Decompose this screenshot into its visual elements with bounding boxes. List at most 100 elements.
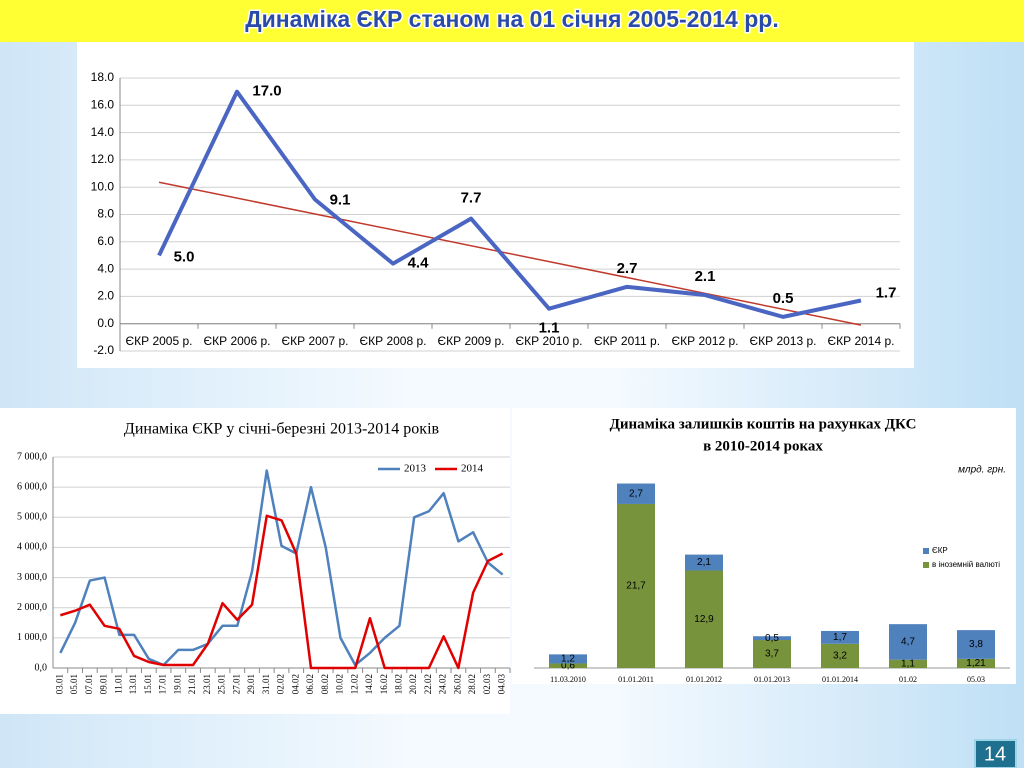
data-label: 17.0 [252,83,281,100]
x-tick-label: 01.01.2011 [618,675,654,684]
bar-segment [753,640,791,668]
x-tick-label: ЄКР 2011 р. [594,334,660,348]
bar-segment [685,570,723,668]
data-label: 3,2 [833,651,847,662]
bar-segment [889,624,927,660]
x-tick-label: 03.01 [54,674,64,694]
chart-panel [0,408,510,714]
trend-line [158,181,862,326]
data-line [60,514,504,670]
bar-segment [821,643,859,668]
bar-segment [957,658,995,668]
y-tick-label: 4 000,0 [17,542,47,553]
data-label: 7.7 [461,190,482,207]
x-tick-label: ЄКР 2010 р. [516,334,583,348]
y-tick-label: 6 000,0 [17,481,47,492]
y-tick-label: 1 000,0 [17,632,47,643]
y-tick-label: 6.0 [97,234,114,248]
y-tick-label: 0,0 [35,662,48,673]
bar-segment [889,659,927,668]
x-tick-label: 01.01.2014 [822,675,858,684]
x-tick-label: ЄКР 2012 р. [672,334,739,348]
bar-segment [821,630,859,644]
x-tick-label: 17.01 [158,674,168,694]
slide-title: Динаміка ЄКР станом на 01 січня 2005-201… [245,6,778,32]
x-tick-label: 07.01 [84,674,94,694]
y-tick-label: 7 000,0 [17,451,47,462]
y-tick-label: 18.0 [91,70,115,84]
y-tick-label: 2.0 [97,289,114,303]
data-label: 5.0 [174,248,195,265]
legend-label: ЄКР [932,546,948,555]
legend-label: 2014 [461,463,484,475]
data-label: 9.1 [330,191,351,208]
y-tick-label: 10.0 [91,179,115,193]
page-number-box [974,739,1017,768]
x-tick-label: 21.01 [187,674,197,694]
x-tick-label: 27.01 [231,674,241,694]
y-tick-label: 5 000,0 [17,512,47,523]
x-tick-label: 16.02 [379,674,389,694]
bar-segment [617,483,655,504]
x-tick-label: 11.01 [113,674,123,694]
y-tick-label: -2.0 [93,343,114,357]
x-tick-label: ЄКР 2014 р. [828,334,895,348]
data-label: 2,7 [629,488,643,499]
data-label: 4,7 [901,637,915,648]
bar-segment [957,630,995,659]
data-line [157,89,862,319]
y-tick-label: 3 000,0 [17,572,47,583]
x-tick-label: ЄКР 2007 р. [282,334,349,348]
x-tick-label: ЄКР 2008 р. [360,334,427,348]
x-tick-label: 04.02 [290,674,300,694]
x-tick-label: 25.01 [217,674,227,694]
x-tick-label: 15.01 [143,674,153,694]
x-tick-label: 08.02 [320,674,330,694]
y-tick-label: 16.0 [91,97,115,111]
x-tick-label: 02.02 [276,674,286,694]
page-number: 14 [984,743,1006,765]
data-label: 2.1 [695,268,716,285]
x-tick-label: 24.02 [438,674,448,694]
x-tick-label: 19.01 [172,674,182,694]
x-tick-label: 11.03.2010 [550,675,586,684]
data-label: 1,21 [966,658,986,669]
x-tick-label: 31.01 [261,674,271,694]
y-tick-label: 0.0 [97,316,114,330]
x-tick-label: 28.02 [467,674,477,694]
bar-segment [685,554,723,571]
data-label: 2,1 [697,557,711,568]
bar-segment [753,636,791,641]
chart-title: Динаміка залишків коштів на рахунках ДКС [610,416,917,432]
y-tick-label: 4.0 [97,261,114,275]
x-tick-label: 06.02 [305,674,315,694]
x-tick-label: ЄКР 2009 р. [438,334,505,348]
x-tick-label: 01.01.2012 [686,675,722,684]
x-tick-label: 20.02 [408,674,418,694]
bar-segment [549,663,587,668]
data-line [59,469,504,667]
data-label: 3,8 [969,639,983,650]
y-tick-label: 2 000,0 [17,602,47,613]
unit-label: млрд. грн. [958,465,1006,476]
data-label: 1.7 [876,284,897,301]
data-label: 0.5 [773,290,794,307]
bar-segment [617,503,655,668]
data-label: 0,5 [765,633,779,644]
x-tick-label: 14.02 [364,674,374,694]
y-tick-label: 14.0 [91,125,115,139]
x-tick-label: 22.02 [423,674,433,694]
x-tick-label: 26.02 [452,674,462,694]
data-label: 3,7 [765,649,779,660]
y-tick-label: 8.0 [97,207,114,221]
header-bar [0,0,1024,42]
x-tick-label: ЄКР 2013 р. [750,334,817,348]
data-label: 1.1 [539,320,560,337]
legend-swatch [923,562,929,568]
x-tick-label: 23.01 [202,674,212,694]
x-tick-label: 09.01 [99,674,109,694]
chart-title: Динаміка ЄКР у січні-березні 2013-2014 р… [124,421,440,438]
y-tick-label: 12.0 [91,152,115,166]
